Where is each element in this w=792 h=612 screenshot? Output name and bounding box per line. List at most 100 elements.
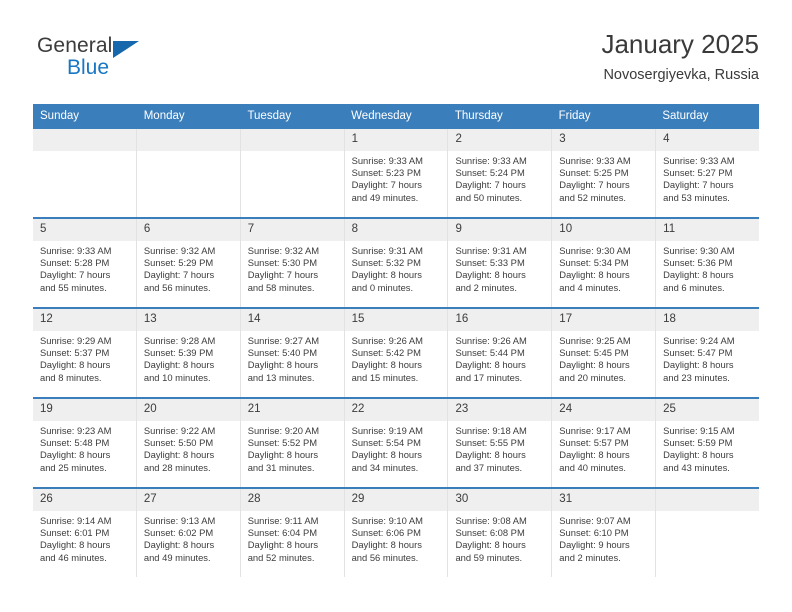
day-cell[interactable]: 16 Sunrise: 9:26 AM Sunset: 5:44 PM Dayligh… (448, 309, 553, 397)
daylight-text-line2: and 53 minutes. (663, 191, 730, 203)
sunrise-text: Sunrise: 9:20 AM (247, 425, 320, 436)
sunset-text: Sunset: 5:27 PM (663, 167, 733, 179)
sunset-text: Sunset: 5:32 PM (351, 257, 421, 269)
daylight-text-line2: and 31 minutes. (247, 461, 315, 473)
day-cell[interactable]: 11 Sunrise: 9:30 AM Sunset: 5:36 PM Dayligh… (656, 219, 760, 307)
daylight-text-line1: Daylight: 8 hours (247, 449, 319, 461)
sunrise-text: Sunrise: 9:24 AM (663, 335, 735, 346)
day-details: Sunrise: 9:29 AM Sunset: 5:37 PM Daylight:… (33, 331, 136, 384)
day-cell[interactable]: 21 Sunrise: 9:20 AM Sunset: 5:52 PM Dayligh… (240, 399, 345, 487)
day-cell[interactable]: 4 Sunrise: 9:33 AM Sunset: 5:27 PM Daylight… (656, 129, 760, 217)
daylight-text-line1: Daylight: 9 hours (559, 539, 630, 551)
day-details: Sunrise: 9:14 AM Sunset: 6:01 PM Daylight:… (33, 511, 136, 564)
day-cell[interactable]: 9 Sunrise: 9:31 AM Sunset: 5:33 PM Daylight… (448, 219, 553, 307)
day-details: Sunrise: 9:22 AM Sunset: 5:50 PM Daylight:… (137, 421, 240, 474)
day-cell[interactable]: 23 Sunrise: 9:18 AM Sunset: 5:55 PM Dayligh… (448, 399, 553, 487)
day-number: 20 (136, 399, 240, 421)
day-cell[interactable]: 12 Sunrise: 9:29 AM Sunset: 5:37 PM Dayligh… (33, 309, 137, 397)
sunset-text: Sunset: 5:23 PM (351, 167, 421, 179)
day-cell[interactable]: 6 Sunrise: 9:32 AM Sunset: 5:29 PM Daylight… (136, 219, 241, 307)
day-cell[interactable]: 17 Sunrise: 9:25 AM Sunset: 5:45 PM Dayligh… (552, 309, 657, 397)
day-cell[interactable]: 5 Sunrise: 9:33 AM Sunset: 5:28 PM Daylight… (33, 219, 137, 307)
day-details: Sunrise: 9:33 AM Sunset: 5:23 PM Daylight:… (345, 151, 448, 204)
sunrise-text: Sunrise: 9:23 AM (40, 425, 112, 436)
sunrise-text: Sunrise: 9:08 AM (455, 515, 527, 526)
day-cell[interactable]: 22 Sunrise: 9:19 AM Sunset: 5:54 PM Dayligh… (344, 399, 449, 487)
day-details: Sunrise: 9:33 AM Sunset: 5:28 PM Daylight:… (33, 241, 136, 294)
daylight-text-line1: Daylight: 8 hours (559, 269, 630, 281)
day-number: 3 (552, 129, 656, 151)
day-cell[interactable]: 30 Sunrise: 9:08 AM Sunset: 6:08 PM Dayligh… (448, 489, 553, 577)
daylight-text-line2: and 10 minutes. (143, 371, 211, 383)
daylight-text-line1: Daylight: 8 hours (455, 359, 526, 371)
daylight-text-line2: and 6 minutes. (663, 281, 725, 293)
daylight-text-line2: and 4 minutes. (559, 281, 621, 293)
day-cell[interactable]: 20 Sunrise: 9:22 AM Sunset: 5:50 PM Dayligh… (136, 399, 241, 487)
sunset-text: Sunset: 6:06 PM (351, 527, 421, 539)
general-blue-logo[interactable]: General Blue (37, 34, 237, 90)
sunset-text: Sunset: 6:10 PM (559, 527, 629, 539)
day-cell[interactable]: 19 Sunrise: 9:23 AM Sunset: 5:48 PM Dayligh… (33, 399, 137, 487)
day-cell[interactable]: 8 Sunrise: 9:31 AM Sunset: 5:32 PM Daylight… (344, 219, 449, 307)
day-details: Sunrise: 9:13 AM Sunset: 6:02 PM Daylight:… (137, 511, 240, 564)
day-cell[interactable]: 10 Sunrise: 9:30 AM Sunset: 5:34 PM Dayligh… (552, 219, 657, 307)
day-cell-empty (656, 489, 760, 577)
day-cell[interactable]: 27 Sunrise: 9:13 AM Sunset: 6:02 PM Dayligh… (136, 489, 241, 577)
day-cell[interactable]: 18 Sunrise: 9:24 AM Sunset: 5:47 PM Dayligh… (656, 309, 760, 397)
day-cell[interactable]: 29 Sunrise: 9:10 AM Sunset: 6:06 PM Dayligh… (344, 489, 449, 577)
daylight-text-line2: and 50 minutes. (455, 191, 523, 203)
day-details: Sunrise: 9:10 AM Sunset: 6:06 PM Daylight:… (345, 511, 448, 564)
sunrise-text: Sunrise: 9:26 AM (455, 335, 527, 346)
sunset-text: Sunset: 5:24 PM (455, 167, 525, 179)
day-cell[interactable]: 1 Sunrise: 9:33 AM Sunset: 5:23 PM Daylight… (344, 129, 449, 217)
daylight-text-line1: Daylight: 8 hours (351, 269, 422, 281)
page-title: January 2025 (601, 29, 759, 59)
sunrise-text: Sunrise: 9:30 AM (559, 245, 631, 256)
sunrise-text: Sunrise: 9:13 AM (143, 515, 216, 526)
day-cell[interactable]: 7 Sunrise: 9:32 AM Sunset: 5:30 PM Daylight… (240, 219, 345, 307)
daylight-text-line2: and 56 minutes. (143, 281, 211, 293)
day-cell[interactable]: 13 Sunrise: 9:28 AM Sunset: 5:39 PM Dayligh… (136, 309, 241, 397)
day-cell[interactable]: 31 Sunrise: 9:07 AM Sunset: 6:10 PM Dayligh… (552, 489, 657, 577)
sunrise-text: Sunrise: 9:26 AM (351, 335, 423, 346)
day-details: Sunrise: 9:33 AM Sunset: 5:25 PM Daylight:… (552, 151, 655, 204)
sunset-text: Sunset: 5:42 PM (351, 347, 421, 359)
weekday-header-monday: Monday (143, 110, 185, 122)
day-details: Sunrise: 9:23 AM Sunset: 5:48 PM Daylight:… (33, 421, 136, 474)
sunset-text: Sunset: 5:34 PM (559, 257, 629, 269)
day-cell[interactable]: 3 Sunrise: 9:33 AM Sunset: 5:25 PM Daylight… (552, 129, 657, 217)
sunrise-text: Sunrise: 9:10 AM (351, 515, 423, 526)
day-details: Sunrise: 9:31 AM Sunset: 5:33 PM Daylight:… (448, 241, 551, 294)
daylight-text-line1: Daylight: 8 hours (247, 539, 319, 551)
sunset-text: Sunset: 5:30 PM (247, 257, 318, 269)
day-cell[interactable]: 24 Sunrise: 9:17 AM Sunset: 5:57 PM Dayligh… (552, 399, 657, 487)
sunrise-text: Sunrise: 9:31 AM (351, 245, 423, 256)
day-details: Sunrise: 9:32 AM Sunset: 5:30 PM Daylight:… (241, 241, 344, 294)
daylight-text-line2: and 13 minutes. (247, 371, 315, 383)
page-subtitle: Novosergiyevka, Russia (603, 67, 759, 83)
daylight-text-line2: and 58 minutes. (247, 281, 315, 293)
daylight-text-line2: and 55 minutes. (40, 281, 107, 293)
daylight-text-line2: and 23 minutes. (663, 371, 730, 383)
week-row: 12 Sunrise: 9:29 AM Sunset: 5:37 PM Dayligh… (33, 307, 760, 397)
day-number: 18 (656, 309, 760, 331)
daylight-text-line1: Daylight: 8 hours (40, 539, 111, 551)
sunset-text: Sunset: 5:54 PM (351, 437, 421, 449)
day-number: 26 (33, 489, 136, 511)
day-details: Sunrise: 9:28 AM Sunset: 5:39 PM Daylight:… (137, 331, 240, 384)
day-cell[interactable]: 25 Sunrise: 9:15 AM Sunset: 5:59 PM Dayligh… (656, 399, 760, 487)
day-cell[interactable]: 28 Sunrise: 9:11 AM Sunset: 6:04 PM Dayligh… (240, 489, 345, 577)
daylight-text-line2: and 25 minutes. (40, 461, 107, 473)
day-number: 17 (552, 309, 656, 331)
day-cell[interactable]: 15 Sunrise: 9:26 AM Sunset: 5:42 PM Dayligh… (344, 309, 449, 397)
daylight-text-line2: and 49 minutes. (143, 551, 211, 563)
day-cell[interactable]: 2 Sunrise: 9:33 AM Sunset: 5:24 PM Daylight… (448, 129, 553, 217)
daylight-text-line1: Daylight: 8 hours (455, 269, 526, 281)
day-cell[interactable]: 14 Sunrise: 9:27 AM Sunset: 5:40 PM Dayligh… (240, 309, 345, 397)
daylight-text-line1: Daylight: 8 hours (40, 359, 111, 371)
daylight-text-line2: and 49 minutes. (351, 191, 419, 203)
daylight-text-line2: and 2 minutes. (455, 281, 517, 293)
sunset-text: Sunset: 5:39 PM (143, 347, 214, 359)
sunrise-text: Sunrise: 9:29 AM (40, 335, 112, 346)
day-cell[interactable]: 26 Sunrise: 9:14 AM Sunset: 6:01 PM Dayligh… (33, 489, 137, 577)
